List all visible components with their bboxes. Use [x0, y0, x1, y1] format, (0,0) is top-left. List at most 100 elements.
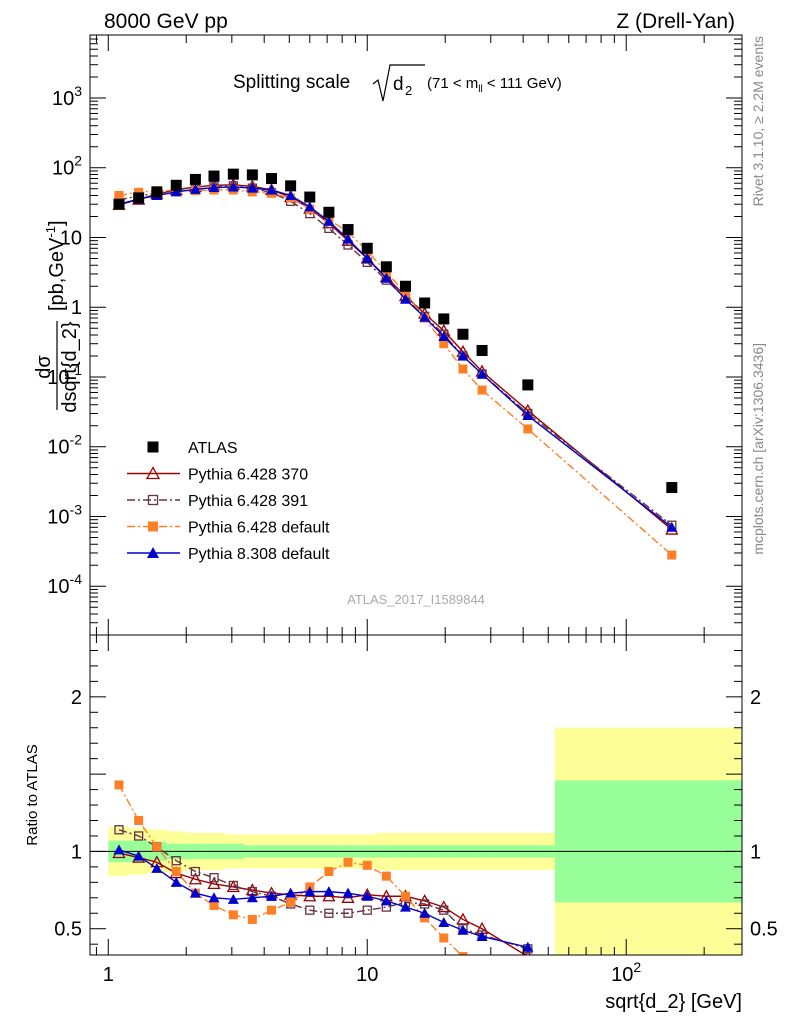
ratio-y-tick-label-right: 0.5 — [750, 919, 778, 941]
ratio-point-p391 — [133, 831, 144, 841]
point-p8 — [342, 233, 354, 244]
ratio-series-p8 — [113, 844, 534, 952]
legend-marker-p370 — [145, 466, 161, 480]
point-p8 — [476, 368, 488, 379]
y-axis-label-ratio: Ratio to ATLAS — [24, 744, 41, 845]
point-p8 — [170, 186, 182, 197]
ratio-point-pdef6 — [134, 816, 144, 826]
ratio-point-pdef6 — [458, 952, 468, 955]
legend-label-p370: Pythia 6.428 370 — [188, 467, 308, 484]
legend-label-pdef6: Pythia 6.428 default — [188, 520, 330, 537]
point-p8 — [285, 189, 297, 200]
x-tick-label: 10 — [356, 964, 378, 986]
point-p8 — [323, 215, 335, 226]
main-series-layer — [112, 168, 679, 560]
point-atlas — [170, 179, 182, 191]
point-atlas — [266, 173, 278, 185]
point-pdef6 — [477, 385, 487, 395]
ratio-point-pdef6 — [286, 897, 296, 907]
x-axis-label: sqrt{d_2} [GeV] — [605, 991, 742, 1013]
legend-entry-atlas: ATLAS — [147, 440, 238, 457]
band-green-bin — [554, 780, 742, 903]
y-tick-label: 10-2 — [47, 432, 82, 459]
ratio-line-pdef6 — [118, 784, 463, 955]
ratio-point-pdef6 — [439, 933, 449, 943]
ratio-y-tick-label-left: 1 — [71, 841, 82, 863]
ratio-point-p8 — [227, 893, 239, 904]
y-tick-label-base: 10 — [47, 437, 69, 459]
y-tick-label-exp: -3 — [70, 501, 83, 517]
plot-title-range-suffix: < 111 GeV) — [483, 75, 562, 92]
plot-title: Splitting scale d 2 (71 < mll < 111 GeV) — [233, 64, 562, 102]
ratio-point-p370 — [456, 912, 470, 925]
legend: ATLAS Pythia 6.428 370 Pythia 6.428 391 Pyt… — [127, 440, 330, 563]
ratio-point-pdef6 — [362, 860, 372, 870]
ratio-point-pdef6 — [247, 914, 257, 924]
y-tick-label-exp: 3 — [74, 83, 82, 99]
series-line-p8 — [118, 186, 673, 528]
point-atlas — [304, 191, 316, 203]
ratio-point-pdef6 — [324, 867, 334, 877]
ratio-point-pdef6 — [209, 901, 219, 911]
y-label-unit-sup: -1 — [43, 226, 58, 238]
point-pdef6 — [523, 424, 533, 434]
point-atlas — [380, 261, 392, 273]
point-p8 — [380, 272, 392, 283]
point-atlas — [666, 482, 678, 494]
y-tick-label-exp: 2 — [74, 153, 82, 169]
legend-entry-p370: Pythia 6.428 370 — [127, 466, 308, 484]
ratio-point-p391 — [324, 908, 334, 918]
y-tick-label: 10-3 — [47, 501, 82, 528]
header-right: Z (Drell-Yan) — [616, 10, 735, 33]
mcplots-label: mcplots.cern.ch [arXiv:1306.3436] — [750, 343, 766, 555]
point-p8 — [208, 182, 220, 193]
plot-title-range-sub: ll — [478, 84, 482, 95]
ratio-point-pdef6 — [523, 971, 532, 980]
y-tick-label: 10-1 — [47, 362, 82, 389]
x-tick-label-exp: 2 — [633, 959, 641, 975]
main-plot-frame — [89, 34, 743, 636]
point-atlas — [246, 169, 258, 181]
ratio-point-p8 — [208, 892, 220, 903]
point-pdef6 — [439, 339, 449, 349]
series-line-p391 — [118, 185, 673, 526]
legend-marker-pdef6 — [148, 521, 158, 532]
ratio-point-pdef6 — [381, 871, 391, 881]
y-tick-label-base: 10 — [47, 506, 69, 528]
y-axis-label-main: dσ dsqrt{d_2} [pb,GeV-1] — [33, 220, 81, 412]
y-label-unit-close: ] — [46, 220, 68, 226]
point-p8 — [246, 182, 258, 193]
ratio-point-p8 — [457, 924, 469, 935]
point-atlas — [151, 186, 163, 198]
x-tick-label: 1 — [103, 964, 114, 986]
point-atlas — [522, 379, 534, 391]
legend-marker-p8 — [147, 547, 159, 558]
ratio-point-pdef6 — [114, 780, 124, 790]
point-p8 — [304, 201, 316, 212]
plot-title-sub: 2 — [405, 83, 412, 98]
ratio-point-p8 — [285, 887, 297, 898]
ratio-y-tick-label-right: 2 — [750, 687, 761, 709]
point-atlas — [342, 224, 354, 236]
ratio-point-p8 — [476, 930, 488, 941]
point-p8 — [438, 331, 450, 342]
ratio-point-p391 — [228, 880, 238, 891]
plot-title-var: d — [393, 74, 404, 95]
y-tick-label: 103 — [52, 83, 82, 110]
plot-title-range-prefix: (71 < m — [427, 75, 478, 92]
ratio-point-pdef6 — [478, 963, 487, 972]
point-atlas — [361, 242, 373, 254]
point-atlas — [113, 198, 125, 210]
ratio-point-p391 — [114, 825, 124, 835]
point-p8 — [189, 183, 201, 194]
point-pdef6 — [400, 288, 410, 298]
point-p8 — [522, 410, 534, 421]
ratio-point-p8 — [170, 876, 182, 887]
y-tick-label-base: 10 — [52, 158, 74, 180]
legend-label-p391: Pythia 6.428 391 — [188, 493, 308, 510]
point-p8 — [399, 293, 411, 304]
ratio-point-p8 — [246, 892, 258, 903]
ratio-point-p370 — [188, 872, 203, 885]
